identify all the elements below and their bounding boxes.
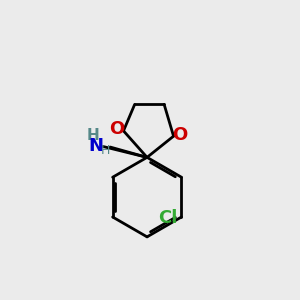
Text: O: O — [172, 126, 188, 144]
Text: N: N — [88, 137, 103, 155]
Text: H: H — [101, 144, 110, 158]
Text: Cl: Cl — [158, 209, 178, 227]
Text: H: H — [86, 128, 99, 143]
Text: O: O — [110, 120, 124, 138]
